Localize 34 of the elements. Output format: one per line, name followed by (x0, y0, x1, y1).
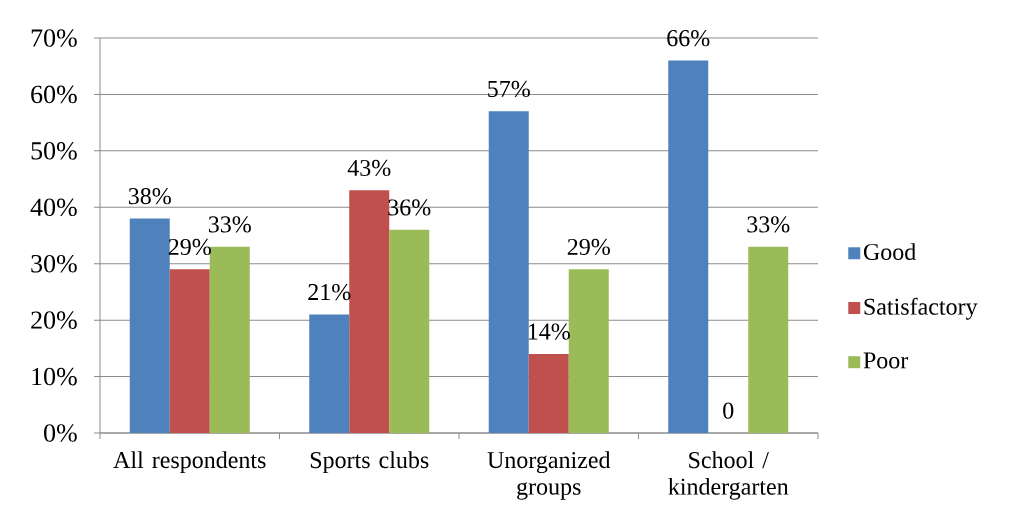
y-tick-label: 30% (31, 254, 77, 273)
legend-label: Satisfactory (864, 297, 978, 320)
y-tick-label: 40% (30, 198, 77, 217)
data-label: 0 (723, 402, 734, 419)
x-tick-label: All respondents (113, 451, 266, 474)
y-tick-label: 60% (31, 85, 77, 104)
legend-label: Poor (863, 352, 909, 369)
x-tick-label: School / kindergarten (668, 451, 789, 500)
y-tick-label: 20% (31, 311, 77, 329)
bar (568, 269, 609, 433)
bar (349, 190, 390, 433)
bar (488, 111, 529, 433)
bar (309, 314, 350, 433)
data-label: 57% (488, 80, 530, 98)
data-label: 66% (667, 30, 710, 47)
bar (748, 246, 789, 433)
legend-label: Good (863, 243, 916, 261)
y-tick-label: 10% (32, 367, 77, 386)
data-label: 33% (208, 216, 251, 233)
bar (169, 269, 210, 433)
data-label: 29% (567, 238, 610, 256)
bar (389, 229, 430, 433)
bar (209, 246, 250, 433)
bar (528, 354, 569, 433)
data-label: 33% (747, 216, 790, 233)
data-label: 43% (347, 159, 391, 177)
x-tick-label: Unorganized groups (487, 451, 611, 500)
y-tick-label: 50% (31, 142, 77, 160)
y-tick-label: 70% (31, 29, 77, 47)
data-label: 38% (128, 188, 171, 205)
x-tick-label: Sports clubs (310, 451, 429, 474)
bar (668, 60, 709, 433)
bar (129, 218, 170, 433)
y-tick-label: 0% (44, 424, 77, 442)
